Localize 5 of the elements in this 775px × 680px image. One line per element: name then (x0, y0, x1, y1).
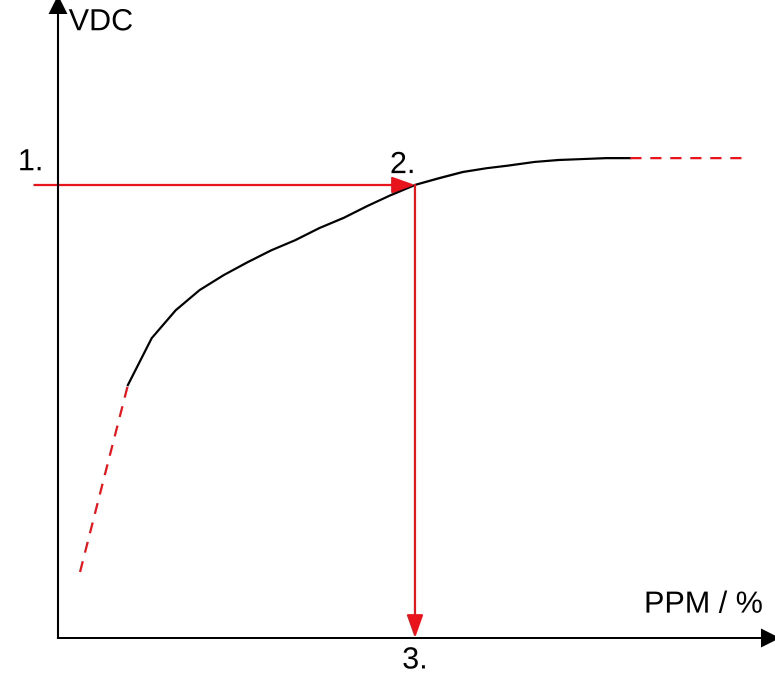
y-axis-title: VDC (68, 8, 132, 31)
ref-line-label: 1. (20, 149, 41, 170)
text: 3. (403, 647, 425, 669)
x-axis-title: PPM / % (646, 590, 762, 613)
annotation: 2. (391, 152, 413, 174)
